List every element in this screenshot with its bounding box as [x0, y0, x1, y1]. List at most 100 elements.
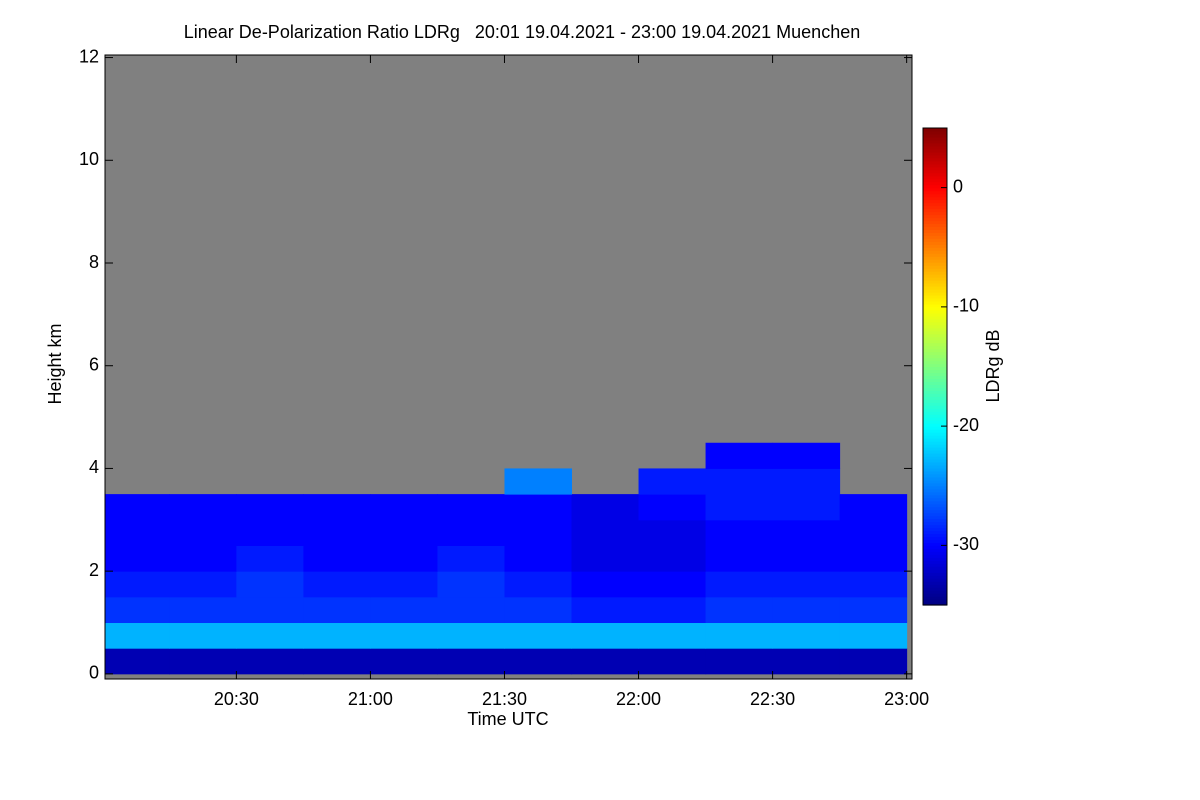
colorbar-swatch [923, 581, 947, 585]
y-tick-label: 8 [89, 252, 99, 272]
heatmap-cell [705, 442, 774, 469]
heatmap-cell [105, 622, 170, 649]
heatmap-cell [169, 519, 237, 546]
heatmap-cell [236, 571, 304, 598]
colorbar-swatch [923, 491, 947, 496]
heatmap-cell [705, 519, 774, 546]
heatmap-cell [437, 596, 505, 624]
colorbar-swatch [923, 387, 947, 391]
colorbar-swatch [923, 435, 947, 439]
colorbar-swatch [923, 524, 947, 529]
heatmap-cell [772, 596, 841, 624]
colorbar-swatch [923, 512, 947, 517]
colorbar-swatch [923, 360, 947, 365]
chart-title: Linear De-Polarization Ratio LDRg 20:01 … [184, 22, 860, 42]
colorbar-swatch [923, 414, 947, 418]
colorbar-swatch [923, 444, 947, 448]
colorbar-swatch [923, 229, 947, 233]
colorbar-swatch [923, 217, 947, 222]
colorbar-swatch [923, 345, 947, 350]
colorbar-swatch [923, 527, 947, 532]
x-tick-label: 21:30 [482, 689, 527, 709]
heatmap-cell [370, 519, 438, 546]
colorbar-swatch [923, 312, 947, 317]
heatmap-cell [705, 648, 774, 675]
colorbar-swatch [923, 554, 947, 558]
colorbar-swatch [923, 557, 947, 561]
colorbar-swatch [923, 366, 947, 371]
colorbar-swatch [923, 599, 947, 603]
heatmap-cell [303, 545, 371, 572]
heatmap-cell [437, 545, 505, 572]
colorbar-swatch [923, 521, 947, 526]
colorbar-swatch [923, 542, 947, 546]
colorbar-swatch [923, 590, 947, 594]
colorbar-tick-label: 0 [953, 176, 963, 196]
heatmap-cell [303, 648, 371, 675]
heatmap-cell [236, 519, 304, 546]
x-tick-label: 21:00 [348, 689, 393, 709]
heatmap-cell [504, 545, 573, 572]
heatmap-cell [638, 519, 707, 546]
colorbar-swatch [923, 148, 947, 153]
y-tick-label: 6 [89, 354, 99, 374]
colorbar-swatch [923, 479, 947, 484]
colorbar-swatch [923, 256, 947, 260]
heatmap-cell [303, 494, 371, 521]
colorbar-swatch [923, 530, 947, 535]
heatmap-cell [772, 494, 841, 521]
colorbar-swatch [923, 390, 947, 394]
heatmap-cell [571, 519, 640, 546]
colorbar-swatch [923, 348, 947, 353]
colorbar-swatch [923, 566, 947, 570]
colorbar-swatch [923, 441, 947, 445]
heatmap-cell [236, 545, 304, 572]
heatmap-cell [169, 545, 237, 572]
heatmap-cell [504, 494, 573, 521]
colorbar-swatch [923, 467, 947, 472]
colorbar-swatch [923, 288, 947, 293]
colorbar-swatch [923, 303, 947, 308]
colorbar-swatch [923, 455, 947, 460]
colorbar-swatch [923, 244, 947, 248]
colorbar-swatch [923, 306, 947, 311]
y-tick-label: 0 [89, 663, 99, 683]
colorbar-swatch [923, 575, 947, 579]
x-tick-label: 22:00 [616, 689, 661, 709]
colorbar-swatch [923, 154, 947, 159]
colorbar-swatch [923, 515, 947, 520]
colorbar-swatch [923, 476, 947, 481]
heatmap-cell [437, 648, 505, 675]
colorbar-swatch [923, 539, 947, 543]
heatmap-cell [571, 494, 640, 521]
heatmap-cell [236, 622, 304, 649]
x-tick-label: 22:30 [750, 689, 795, 709]
heatmap-cell [504, 468, 573, 495]
colorbar-swatch [923, 488, 947, 493]
colorbar-swatch [923, 181, 947, 186]
heatmap-cell [169, 622, 237, 649]
colorbar-swatch [923, 500, 947, 505]
heatmap-cell [638, 571, 707, 598]
heatmap-cell [839, 648, 908, 675]
heatmap-cell [772, 545, 841, 572]
heatmap-cell [638, 545, 707, 572]
heatmap-cell [705, 622, 774, 649]
colorbar-swatch [923, 184, 947, 189]
colorbar-swatch [923, 277, 947, 281]
colorbar-swatch [923, 449, 947, 454]
heatmap-cell [370, 494, 438, 521]
x-tick-label: 23:00 [884, 689, 929, 709]
heatmap-cell [504, 596, 573, 624]
colorbar-swatch [923, 259, 947, 263]
heatmap-cell [839, 494, 908, 521]
heatmap-cell [839, 622, 908, 649]
heatmap-cell [169, 648, 237, 675]
heatmap-cell [169, 596, 237, 624]
colorbar-swatch [923, 342, 947, 347]
colorbar-swatch [923, 572, 947, 576]
colorbar-swatch [923, 128, 947, 132]
heatmap-cell [303, 571, 371, 598]
colorbar-swatch [923, 214, 947, 219]
